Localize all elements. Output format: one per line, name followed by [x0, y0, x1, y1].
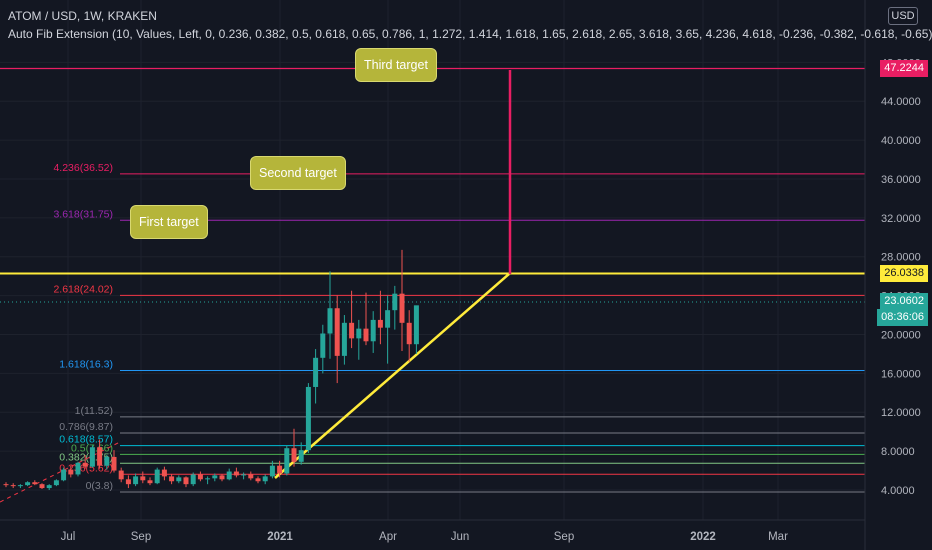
fib-level-label: 1.618(16.3) [59, 358, 113, 370]
candle-body [53, 480, 59, 486]
candle-body [118, 470, 124, 480]
price-tick-label: 40.0000 [881, 135, 921, 147]
candle-body [241, 474, 247, 476]
time-tick-label: Apr [379, 531, 397, 543]
candle-body [248, 474, 254, 479]
time-tick-label: Jul [61, 531, 76, 543]
candle-body [82, 462, 88, 467]
time-tick-label: 2022 [690, 531, 716, 543]
candle-body [154, 469, 160, 484]
first-target-label[interactable]: First target [130, 205, 208, 239]
candle-body [370, 319, 376, 342]
candles [3, 249, 419, 490]
price-tick-label: 16.0000 [881, 368, 921, 380]
candle-body [320, 333, 326, 358]
third-target-label[interactable]: Third target [355, 48, 437, 82]
candle-body [125, 479, 131, 485]
candle-body [377, 319, 383, 328]
candle-body [298, 450, 304, 462]
candle-body [255, 478, 261, 482]
price-tick-label: 12.0000 [881, 407, 921, 419]
fib-dashed-extension [0, 441, 121, 503]
currency-button[interactable]: USD [888, 7, 918, 25]
price-tick-label: 4.0000 [881, 485, 915, 497]
price-tick-label: 44.0000 [881, 96, 921, 108]
time-tick-label: Mar [768, 531, 788, 543]
price-label-top: 47.2244 [880, 60, 928, 77]
candle-body [147, 480, 153, 484]
candle-body [46, 485, 52, 489]
candle-body [97, 447, 103, 466]
candle-body [133, 476, 139, 485]
candle-body [313, 357, 319, 387]
price-tick-label: 20.0000 [881, 329, 921, 341]
candle-body [39, 484, 45, 489]
candle-body [190, 474, 196, 485]
price-tick-label: 28.0000 [881, 252, 921, 264]
candle-body [399, 293, 405, 323]
candle-body [10, 485, 16, 487]
candle-body [140, 476, 146, 481]
candle-body [17, 485, 23, 487]
fib-level-label: 0(3.8) [86, 480, 113, 492]
candle-body [262, 476, 268, 482]
candle-body [385, 310, 391, 328]
price-label-last: 23.0602 [880, 293, 928, 310]
candle-body [413, 305, 419, 345]
candle-body [32, 482, 38, 485]
candle-body [183, 477, 189, 485]
candle-body [111, 456, 117, 471]
time-tick-label: Jun [451, 531, 470, 543]
candle-body [68, 469, 74, 475]
candle-body [75, 462, 81, 475]
candle-body [212, 475, 218, 479]
time-tick-label: Sep [131, 531, 151, 543]
second-target-label[interactable]: Second target [250, 156, 346, 190]
price-tick-label: 8.0000 [881, 446, 915, 458]
trend-line[interactable] [274, 273, 510, 479]
fib-levels: 4.236(36.52) 3.618(31.75) 2.618(24.02) 1.61… [53, 162, 865, 493]
time-tick-label: Sep [554, 531, 574, 543]
time-tick-label: 2021 [267, 531, 293, 543]
candle-body [341, 322, 347, 356]
candle-body [305, 386, 311, 451]
candle-body [406, 322, 412, 345]
candle-body [327, 308, 333, 334]
candle-body [233, 471, 239, 476]
candle-body [277, 465, 283, 474]
candle-body [392, 293, 398, 311]
symbol-title: ATOM / USD, 1W, KRAKEN [8, 9, 157, 23]
fib-level-label: 4.236(36.52) [53, 162, 113, 174]
candle-body [334, 308, 340, 356]
price-tick-label: 32.0000 [881, 213, 921, 225]
candle-body [25, 482, 31, 486]
fib-level-label: 2.618(24.02) [53, 283, 113, 295]
candle-body [269, 465, 275, 477]
candle-body [61, 469, 67, 481]
candle-body [291, 448, 297, 462]
candle-body [104, 456, 110, 466]
price-label-yellow: 26.0338 [880, 265, 928, 282]
candle-body [349, 322, 355, 339]
price-tick-label: 36.0000 [881, 174, 921, 186]
candle-body [197, 474, 203, 480]
candle-body [226, 471, 232, 480]
fib-level-label: 0.786(9.87) [59, 421, 113, 433]
price-label-countdown: 08:36:06 [877, 309, 928, 326]
candle-body [356, 328, 362, 339]
candle-body [284, 448, 290, 474]
candle-body [3, 484, 9, 486]
fib-level-label: 1(11.52) [75, 405, 113, 417]
candle-body [89, 447, 95, 467]
candle-body [161, 469, 167, 477]
candle-body [205, 478, 211, 480]
indicator-legend: Auto Fib Extension (10, Values, Left, 0,… [8, 27, 932, 41]
candle-body [176, 477, 182, 482]
fib-level-label: 3.618(31.75) [53, 208, 113, 220]
candle-body [363, 328, 369, 342]
candle-body [169, 476, 175, 482]
candle-body [219, 475, 225, 480]
